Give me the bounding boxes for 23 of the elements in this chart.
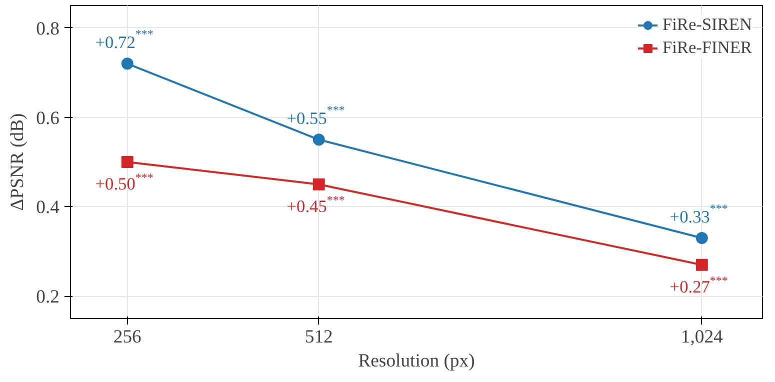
- x-tick-label: 256: [113, 326, 142, 348]
- data-label: +0.27***: [670, 273, 728, 296]
- y-tick-label: 0.2: [36, 286, 60, 308]
- data-label: +0.45***: [286, 193, 345, 216]
- data-label: +0.72***: [95, 26, 154, 52]
- point: [696, 258, 708, 271]
- point: [312, 178, 325, 190]
- x-axis-title: Resolution (px): [358, 350, 475, 372]
- legend-label: FiRe-FINER: [662, 38, 752, 58]
- point: [121, 156, 134, 168]
- data-label: +0.50***: [95, 170, 154, 194]
- y-tick-label: 0.4: [36, 197, 60, 218]
- y-axis-title: ΔPSNR (dB): [7, 113, 28, 211]
- point: [312, 134, 325, 146]
- point: [121, 58, 134, 70]
- x-tick-label: 1,024: [680, 326, 724, 348]
- data-label: +0.55***: [286, 102, 345, 128]
- y-tick-label: 0.6: [36, 108, 60, 129]
- data-label: +0.33***: [670, 201, 728, 226]
- legend-label: FiRe-SIREN: [662, 15, 752, 35]
- x-tick-label: 512: [304, 326, 333, 348]
- point: [696, 232, 708, 244]
- y-tick-label: 0.8: [36, 18, 60, 40]
